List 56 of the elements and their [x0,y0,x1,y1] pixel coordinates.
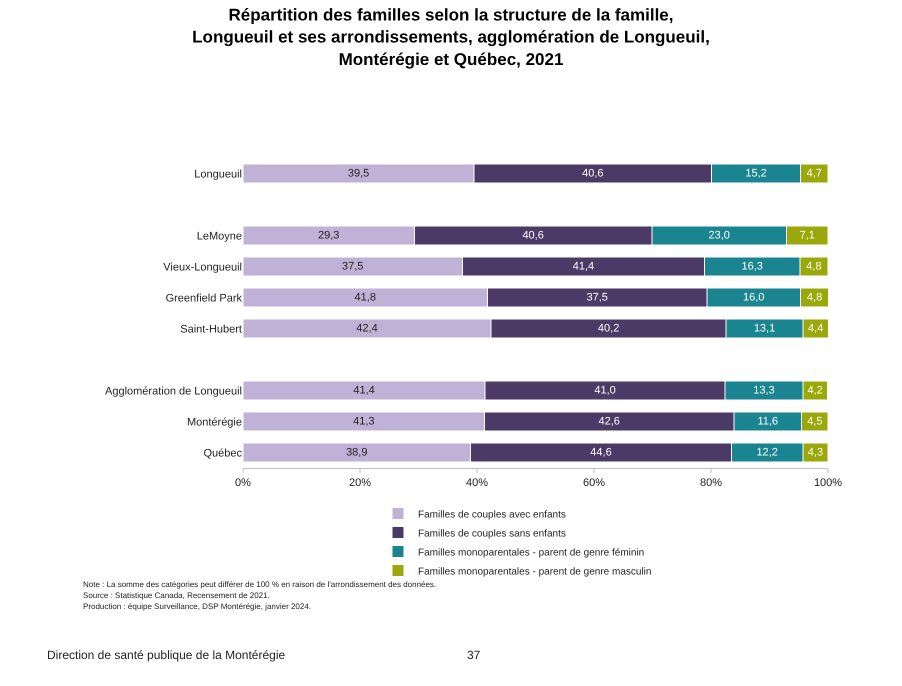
data-label: 4,8 [806,260,822,272]
x-tick-label: 80% [700,477,722,490]
y-tick-label: Québec [203,447,242,460]
text: 37 [467,648,481,662]
data-label: 4,5 [807,415,822,428]
data-label: 13,3 [753,384,775,396]
data-label: 4,7 [806,167,822,180]
data-label: 40,6 [522,229,544,242]
y-tick-label: Longueuil [194,168,242,180]
data-label: 29,3 [318,229,340,242]
y-tick-label: Vieux-Longueuil [163,261,242,274]
x-tick-label: 20% [348,477,372,490]
data-label: 4,4 [808,322,824,334]
data-label: 41,3 [353,415,375,428]
data-label: 42,6 [598,415,620,428]
x-tick-label: 0% [235,477,252,490]
data-label: 42,4 [356,322,378,334]
y-tick-label: Saint-Hubert [180,323,242,336]
data-label: 16,3 [742,260,763,272]
x-tick-label: 60% [582,477,606,490]
data-label: 4,2 [807,384,823,396]
legend-label: Familles de couples avec enfants [418,509,566,520]
data-label: 23,0 [708,229,730,242]
data-label: 11,6 [757,415,778,428]
chart-title: Répartition des familles selon la structure de la famille, Longueuil et ses arrondissements, agglomération de Longueuil, Montérégie et Québec, 2021 [192,6,710,69]
data-label: 44,6 [590,446,612,458]
data-label: 12,2 [756,446,778,458]
text: Production : équipe Surveillance, DSP Montérégie, janvier 2024. [83,602,311,611]
data-label: 4,3 [808,446,824,458]
text: Note : La somme des catégories peut différer de 100 % en raison de l'arrondissement des données. [83,580,436,589]
y-tick-label: Agglomération de Longueuil [105,385,242,398]
data-label: 7,1 [800,229,815,242]
x-tick-label: 100% [814,477,842,490]
y-tick-label: LeMoyne [196,230,242,242]
data-label: 40,6 [582,167,604,180]
legend-label: Familles monoparentales - parent de genre masculin [418,566,652,578]
data-label: 15,2 [745,167,767,180]
data-label: 4,8 [806,291,822,304]
data-label: 37,5 [586,291,608,304]
data-label: 16,0 [742,291,764,304]
text: Direction de santé publique de la Montérégie [47,648,286,662]
legend-label: Familles de couples sans enfants [418,528,566,540]
y-tick-label: Montérégie [186,416,242,428]
source-note: Source : Statistique Canada, Recensement de 2021. [83,591,270,600]
data-label: 37,5 [342,260,364,272]
legend-label: Familles monoparentales - parent de genre féminin [418,547,644,558]
data-label: 41,8 [354,291,376,304]
data-label: 13,1 [754,322,776,334]
x-tick-label: 40% [466,477,488,490]
data-label: 41,4 [353,384,375,396]
data-label: 38,9 [346,446,368,458]
data-label: 41,0 [594,384,616,396]
data-label: 39,5 [348,167,370,180]
y-tick-label: Greenfield Park [166,292,242,304]
data-label: 40,2 [598,322,620,334]
data-label: 41,4 [572,260,594,272]
